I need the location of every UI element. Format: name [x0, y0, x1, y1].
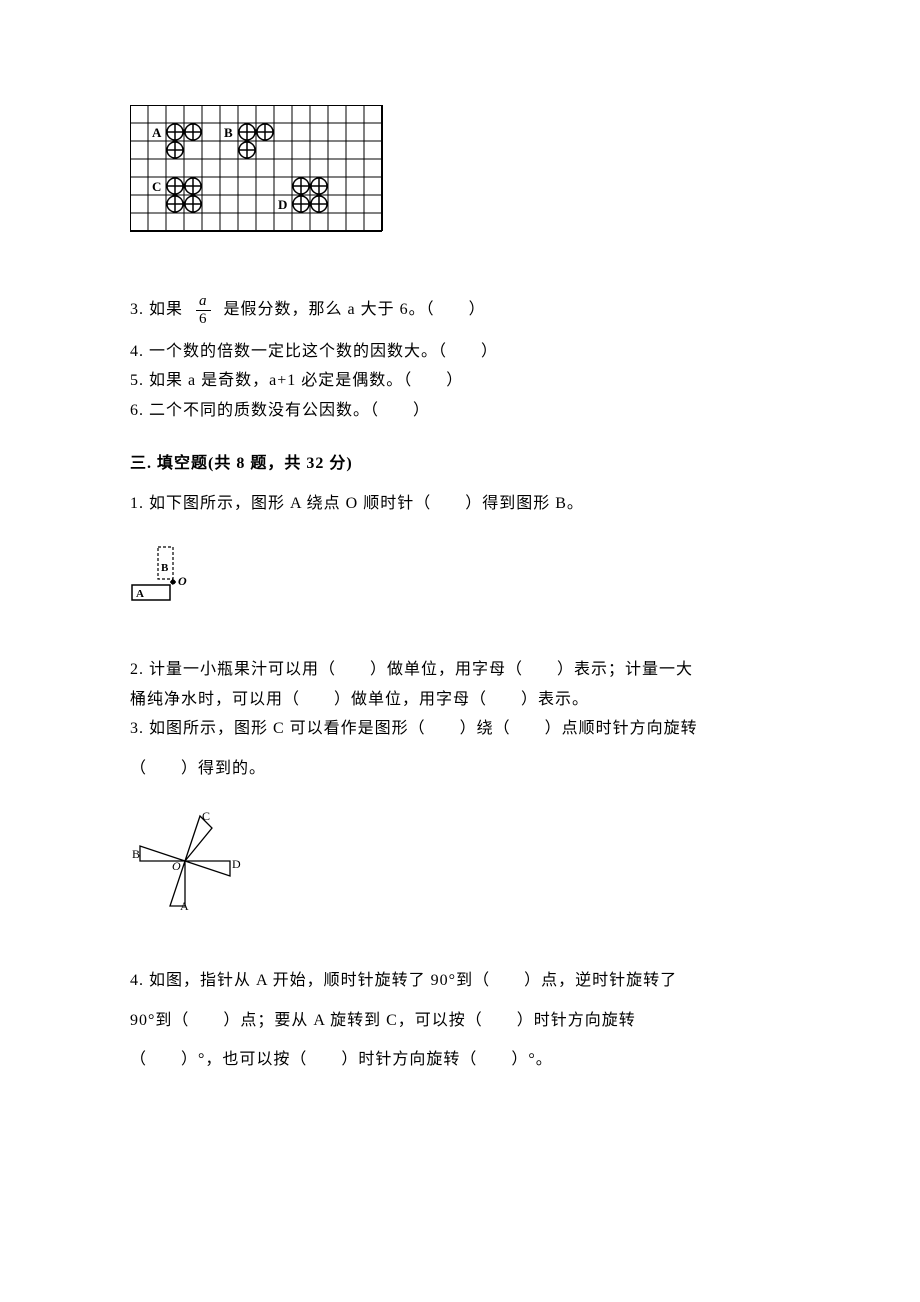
rot-label-a: A [180, 899, 189, 913]
s2-q3: 3. 如果 a 6 是假分数，那么 a 大于 6。（ ） [130, 294, 790, 327]
s2-q3-pre: 3. 如果 [130, 301, 183, 318]
rotation-abcd-figure: O A B C D [130, 806, 790, 925]
fraction-a-over-6: a 6 [196, 294, 211, 327]
grid-label-a: A [152, 125, 162, 140]
grid-label-b: B [224, 125, 233, 140]
ab-label-a: A [136, 588, 144, 600]
s3-q4-line3: （ ）°，也可以按（ ）时针方向旋转（ ）°。 [130, 1047, 790, 1073]
s3-q2-line2: 桶纯净水时，可以用（ ）做单位，用字母（ ）表示。 [130, 687, 790, 713]
ab-rotation-figure: B A O [130, 545, 790, 614]
s2-q4: 4. 一个数的倍数一定比这个数的因数大。（ ） [130, 339, 790, 365]
rot-label-d: D [232, 857, 241, 871]
grid-lines [130, 105, 382, 231]
rotation-svg: O A B C D [130, 806, 250, 916]
grid-label-c: C [152, 179, 161, 194]
rot-label-b: B [132, 847, 140, 861]
grid-wheels-figure: A B C D [130, 105, 790, 244]
section3-header: 三. 填空题(共 8 题，共 32 分) [130, 451, 790, 477]
rot-label-c: C [202, 809, 210, 823]
grid-label-d: D [278, 197, 287, 212]
ab-figure-svg: B A O [130, 545, 200, 605]
s3-q3-line2: （ ）得到的。 [130, 756, 790, 782]
s3-q4-line1: 4. 如图，指针从 A 开始，顺时针旋转了 90°到（ ）点，逆时针旋转了 [130, 968, 790, 994]
rot-label-o: O [172, 859, 181, 873]
fraction-denominator: 6 [196, 311, 211, 327]
s3-q3-line1: 3. 如图所示，图形 C 可以看作是图形（ ）绕（ ）点顺时针方向旋转 [130, 716, 790, 742]
s3-q1: 1. 如下图所示，图形 A 绕点 O 顺时针（ ）得到图形 B。 [130, 491, 790, 517]
grid-svg: A B C D [130, 105, 386, 235]
fraction-numerator: a [196, 294, 211, 311]
ab-label-b: B [161, 562, 169, 574]
s3-q2-line1: 2. 计量一小瓶果汁可以用（ ）做单位，用字母（ ）表示；计量一大 [130, 657, 790, 683]
page-container: A B C D [0, 0, 920, 1302]
s3-q4-line2: 90°到（ ）点；要从 A 旋转到 C，可以按（ ）时针方向旋转 [130, 1008, 790, 1034]
s2-q3-post: 是假分数，那么 a 大于 6。（ ） [224, 301, 486, 318]
s2-q6: 6. 二个不同的质数没有公因数。（ ） [130, 398, 790, 424]
s2-q5: 5. 如果 a 是奇数，a+1 必定是偶数。（ ） [130, 368, 790, 394]
s3-q4-block: 4. 如图，指针从 A 开始，顺时针旋转了 90°到（ ）点，逆时针旋转了 90… [130, 968, 790, 1073]
ab-label-o: O [178, 574, 187, 588]
